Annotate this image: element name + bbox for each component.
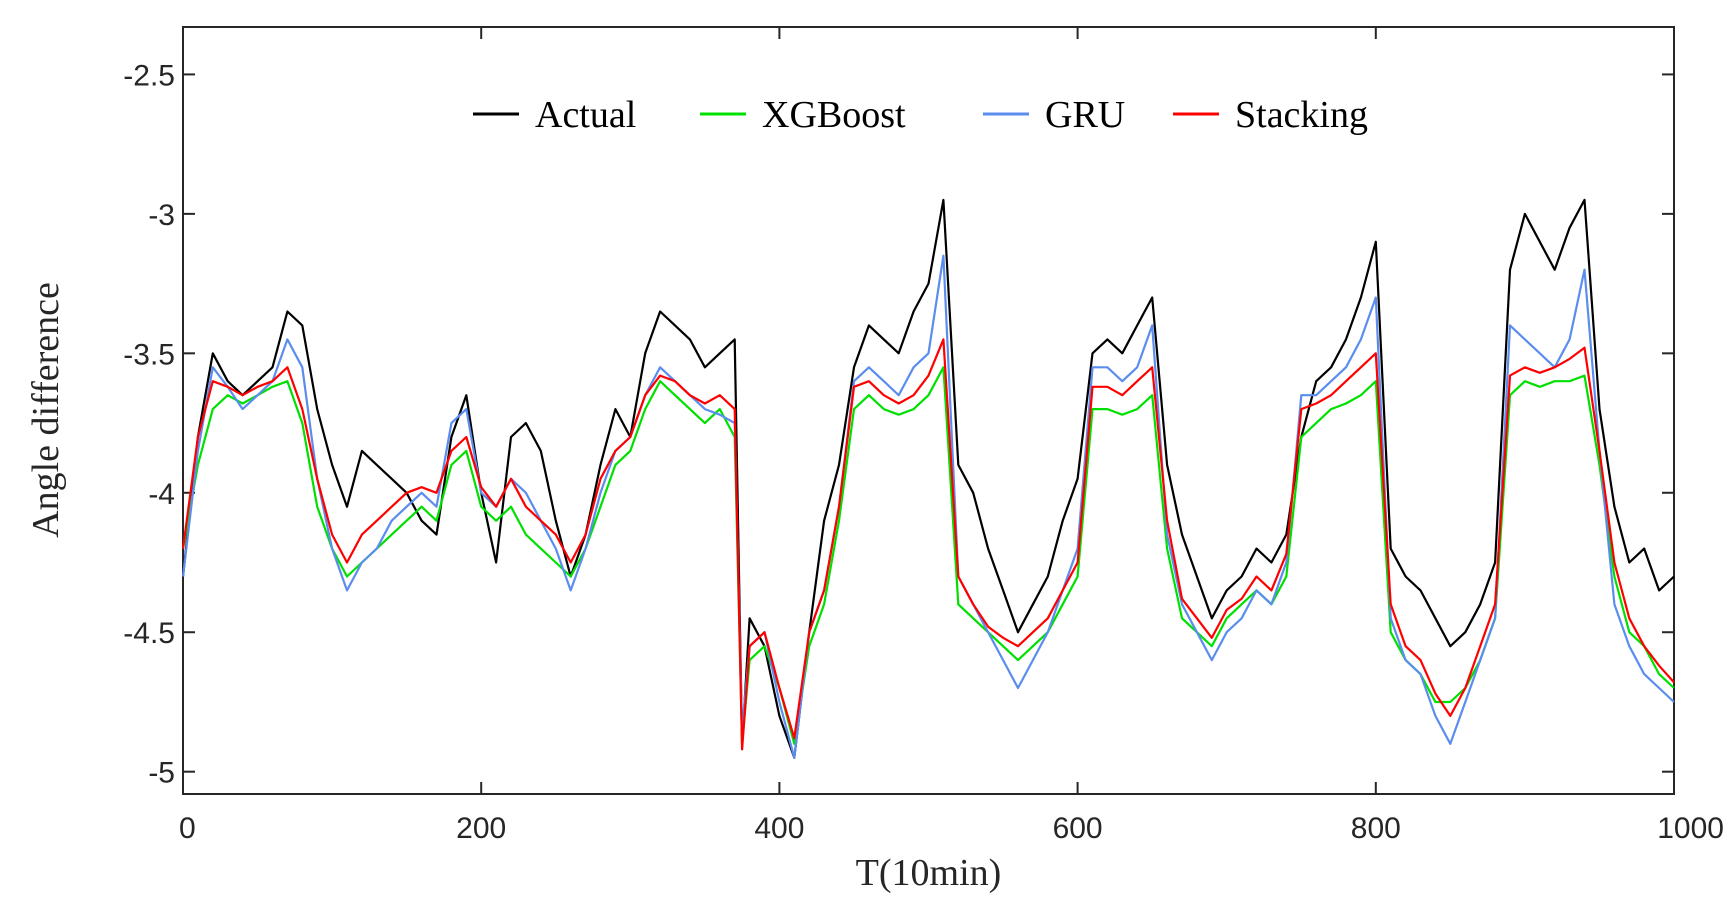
y-tick-label: -3	[148, 199, 175, 232]
x-tick-label: 400	[754, 812, 804, 845]
y-tick-label: -5	[148, 757, 175, 790]
series-line-actual	[181, 198, 1675, 759]
x-axis-title: T(10min)	[856, 852, 1002, 894]
x-axis-ticks: 0 200 400 600 800 1000	[179, 27, 1724, 845]
legend-label-xgboost: XGBoost	[762, 94, 906, 136]
series-line-stacking	[181, 338, 1675, 751]
x-tick-label: 0	[179, 812, 196, 845]
x-tick-label: 1000	[1657, 812, 1724, 845]
x-tick-label: 600	[1053, 812, 1103, 845]
legend-label-actual: Actual	[535, 94, 636, 136]
x-tick-label: 800	[1351, 812, 1401, 845]
legend-label-stacking: Stacking	[1235, 94, 1368, 136]
plot-frame	[182, 26, 1675, 795]
y-tick-label: -4.5	[123, 617, 175, 650]
legend: Actual XGBoost GRU Stacking	[473, 94, 1368, 136]
legend-label-gru: GRU	[1045, 94, 1125, 136]
y-axis-ticks: -5 -4.5 -4 -3.5 -3 -2.5	[123, 59, 1674, 790]
y-axis-title: Angle difference	[25, 282, 67, 538]
x-tick-label: 200	[456, 812, 506, 845]
y-tick-label: -3.5	[123, 338, 175, 371]
y-tick-label: -2.5	[123, 59, 175, 92]
y-tick-label: -4	[148, 478, 175, 511]
series-layer	[181, 198, 1675, 759]
series-line-gru	[181, 254, 1675, 759]
